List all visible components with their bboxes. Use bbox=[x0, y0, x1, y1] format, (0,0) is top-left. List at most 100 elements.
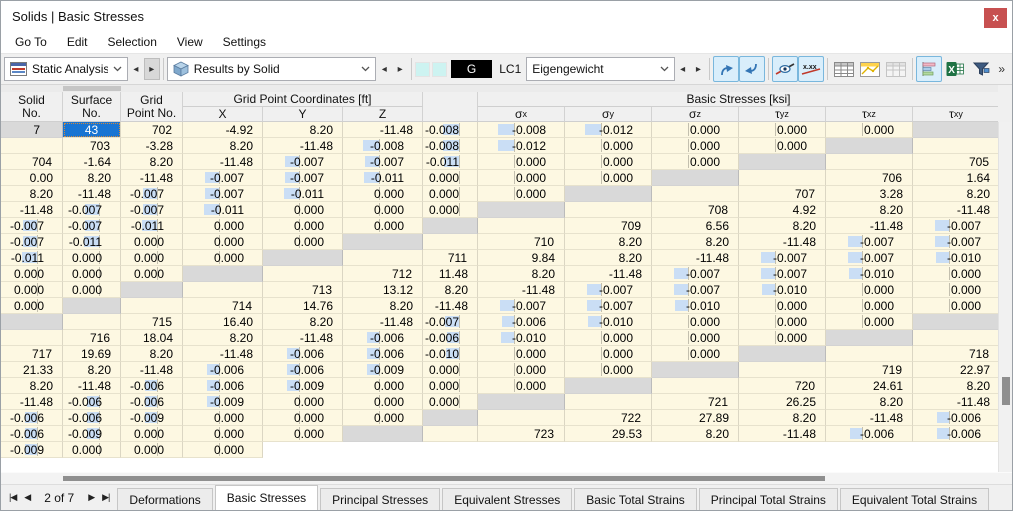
cell-gridpoint[interactable]: 706 bbox=[826, 170, 913, 186]
cell-tau-yz[interactable]: 0.000 bbox=[121, 234, 183, 250]
cell-solid[interactable] bbox=[913, 122, 1000, 138]
cell-sigma-x[interactable]: -0.006 bbox=[183, 362, 263, 378]
cell-surface[interactable] bbox=[63, 314, 121, 330]
cell-y[interactable]: 8.20 bbox=[263, 314, 343, 330]
cell-gridpoint[interactable]: 716 bbox=[63, 330, 121, 346]
cell-sigma-y[interactable]: -0.007 bbox=[826, 250, 913, 266]
cell-x[interactable]: -1.64 bbox=[63, 154, 121, 170]
cell-y[interactable]: 8.20 bbox=[652, 234, 739, 250]
cell-surface[interactable] bbox=[826, 154, 913, 170]
cell-sigma-y[interactable]: -0.007 bbox=[263, 170, 343, 186]
cell-tau-yz[interactable]: 0.000 bbox=[423, 362, 478, 378]
cell-sigma-y[interactable]: -0.006 bbox=[1, 426, 63, 442]
cell-x[interactable]: 6.56 bbox=[652, 218, 739, 234]
cell-tau-yz[interactable]: 0.000 bbox=[343, 186, 423, 202]
cell-z[interactable]: -11.48 bbox=[826, 410, 913, 426]
cell-sigma-z[interactable]: -0.010 bbox=[565, 314, 652, 330]
cell-surface[interactable] bbox=[913, 330, 1000, 346]
cell-sigma-z[interactable]: -0.009 bbox=[343, 362, 423, 378]
cell-surface[interactable] bbox=[343, 250, 423, 266]
cell-sigma-z[interactable]: -0.009 bbox=[183, 394, 263, 410]
cell-tau-xy[interactable]: 0.000 bbox=[63, 282, 121, 298]
cell-tau-yz[interactable]: 0.000 bbox=[183, 218, 263, 234]
cell-solid[interactable] bbox=[826, 138, 913, 154]
cell-sigma-x[interactable]: -0.006 bbox=[913, 410, 1000, 426]
cell-x[interactable]: 29.53 bbox=[565, 426, 652, 442]
analysis-type-combobox[interactable]: Static Analysis bbox=[4, 57, 128, 81]
cell-tau-yz[interactable]: 0.000 bbox=[343, 378, 423, 394]
tab-basic-stresses[interactable]: Basic Stresses bbox=[214, 485, 319, 510]
cell-y[interactable]: 8.20 bbox=[1, 378, 63, 394]
loadcase-next-button[interactable]: ▸ bbox=[695, 63, 701, 75]
cell-tau-xz[interactable]: 0.000 bbox=[826, 298, 913, 314]
cell-sigma-z[interactable]: -0.011 bbox=[121, 218, 183, 234]
cell-z[interactable]: -11.48 bbox=[913, 394, 1000, 410]
cell-tau-xy[interactable]: 0.000 bbox=[739, 138, 826, 154]
cell-sigma-z[interactable]: -0.010 bbox=[826, 266, 913, 282]
cell-gridpoint[interactable]: 702 bbox=[121, 122, 183, 138]
cell-solid[interactable] bbox=[565, 378, 652, 394]
cell-y[interactable]: 8.20 bbox=[565, 250, 652, 266]
cell-x[interactable]: 24.61 bbox=[826, 378, 913, 394]
cell-x[interactable]: 3.28 bbox=[826, 186, 913, 202]
cell-solid[interactable] bbox=[423, 218, 478, 234]
cell-tau-xy[interactable]: 0.000 bbox=[183, 250, 263, 266]
cell-sigma-z[interactable]: -0.011 bbox=[63, 234, 121, 250]
cell-tau-xz[interactable]: 0.000 bbox=[183, 234, 263, 250]
cell-z[interactable]: -11.48 bbox=[826, 218, 913, 234]
cell-y[interactable]: 8.20 bbox=[826, 202, 913, 218]
cell-sigma-x[interactable]: -0.007 bbox=[565, 282, 652, 298]
cell-tau-xz[interactable]: 0.000 bbox=[343, 202, 423, 218]
tab-deformations[interactable]: Deformations bbox=[117, 488, 213, 510]
show-values-button[interactable] bbox=[772, 56, 799, 82]
cell-sigma-z[interactable]: -0.010 bbox=[652, 298, 739, 314]
cell-gridpoint[interactable]: 715 bbox=[121, 314, 183, 330]
cell-z[interactable]: -11.48 bbox=[263, 138, 343, 154]
cell-gridpoint[interactable]: 714 bbox=[183, 298, 263, 314]
cell-sigma-z[interactable]: -0.009 bbox=[1, 442, 63, 458]
cell-gridpoint[interactable]: 710 bbox=[478, 234, 565, 250]
cell-sigma-z[interactable]: -0.011 bbox=[1, 250, 63, 266]
cell-surface[interactable] bbox=[478, 218, 565, 234]
cell-sigma-x[interactable]: -0.006 bbox=[263, 346, 343, 362]
cell-surface[interactable]: 43 bbox=[63, 122, 121, 138]
cell-z[interactable]: -11.48 bbox=[652, 250, 739, 266]
cell-solid[interactable] bbox=[263, 250, 343, 266]
cell-surface[interactable] bbox=[739, 170, 826, 186]
cell-solid[interactable] bbox=[652, 170, 739, 186]
cell-sigma-y[interactable]: -0.006 bbox=[263, 362, 343, 378]
horizontal-scrollbar[interactable] bbox=[1, 472, 1012, 484]
cell-tau-xz[interactable]: 0.000 bbox=[263, 410, 343, 426]
cell-sigma-z[interactable]: -0.010 bbox=[739, 282, 826, 298]
cell-tau-xz[interactable]: 0.000 bbox=[423, 186, 478, 202]
menu-settings[interactable]: Settings bbox=[222, 35, 267, 49]
first-table-button[interactable]: |◀ bbox=[9, 492, 17, 502]
decimal-places-button[interactable]: x.xx bbox=[798, 56, 825, 82]
cell-tau-xz[interactable]: 0.000 bbox=[1, 282, 63, 298]
cell-surface[interactable] bbox=[565, 394, 652, 410]
cell-tau-xz[interactable]: 0.000 bbox=[423, 378, 478, 394]
analysis-next-button[interactable]: ▸ bbox=[143, 58, 160, 80]
filter-button[interactable] bbox=[968, 56, 994, 82]
cell-sigma-y[interactable]: -0.007 bbox=[183, 186, 263, 202]
cell-tau-xz[interactable]: 0.000 bbox=[63, 266, 121, 282]
cell-tau-yz[interactable]: 0.000 bbox=[183, 410, 263, 426]
cell-tau-xz[interactable]: 0.000 bbox=[913, 282, 1000, 298]
cell-gridpoint[interactable]: 720 bbox=[739, 378, 826, 394]
menu-selection[interactable]: Selection bbox=[107, 35, 157, 49]
cell-surface[interactable] bbox=[183, 282, 263, 298]
cell-z[interactable]: -11.48 bbox=[63, 378, 121, 394]
cell-gridpoint[interactable]: 718 bbox=[913, 346, 1000, 362]
cell-solid[interactable] bbox=[423, 410, 478, 426]
cell-z[interactable]: -11.48 bbox=[343, 122, 423, 138]
cell-tau-xz[interactable]: 0.000 bbox=[121, 442, 183, 458]
cell-tau-xy[interactable]: 0.000 bbox=[913, 298, 1000, 314]
cell-sigma-z[interactable]: -0.011 bbox=[343, 170, 423, 186]
cell-sigma-z[interactable]: -0.009 bbox=[263, 378, 343, 394]
cell-z[interactable]: -11.48 bbox=[739, 426, 826, 442]
cell-y[interactable]: 8.20 bbox=[478, 266, 565, 282]
cell-y[interactable]: 8.20 bbox=[63, 362, 121, 378]
cell-solid[interactable] bbox=[913, 314, 1000, 330]
cell-gridpoint[interactable]: 709 bbox=[565, 218, 652, 234]
cell-z[interactable]: -11.48 bbox=[263, 330, 343, 346]
